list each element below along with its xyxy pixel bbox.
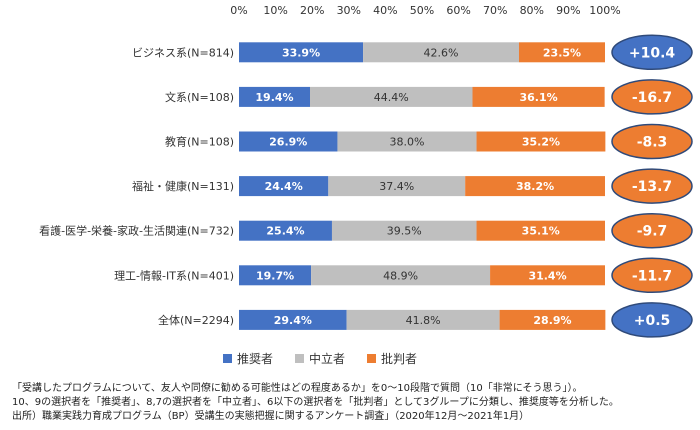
bar-segment-1 <box>239 42 364 63</box>
data-label: 48.9% <box>383 269 418 282</box>
nps-badge <box>611 168 693 204</box>
chart-rows: ビジネス系(N=814) 33.9% 42.6% 23.5% +10.4 文系(N=108… <box>39 34 693 338</box>
data-label: 31.4% <box>528 269 566 282</box>
stacked-bar-chart: 0% 10% 20% 30% 40% 50% 60% 70% 80% 90% 100% ビジネス系(… <box>39 4 693 338</box>
note-line-2: 10、9の選択者を「推奨者」、8,7の選択者を「中立者」、6以下の選択者を「批判… <box>12 397 619 408</box>
data-label: 23.5% <box>543 46 581 59</box>
bar-segment-3 <box>472 86 605 107</box>
nps-badge-label: +0.5 <box>634 313 671 329</box>
x-tick-label: 50% <box>410 4 434 17</box>
bar-segment-3 <box>465 176 605 197</box>
category-label: ビジネス系(N=814) <box>132 46 234 59</box>
bar-segment-2 <box>337 131 477 152</box>
data-label: 37.4% <box>379 180 414 193</box>
data-label: 39.5% <box>387 225 422 238</box>
legend-item: 批判者 <box>367 350 417 367</box>
x-tick-label: 90% <box>556 4 580 17</box>
data-label: 28.9% <box>533 314 571 327</box>
bar-segment-2 <box>346 309 500 330</box>
data-label: 35.1% <box>522 225 560 238</box>
nps-badge-label: -16.7 <box>632 90 672 106</box>
bar-segment-1 <box>239 176 329 197</box>
nps-badge <box>611 257 693 294</box>
data-label: 38.0% <box>390 136 425 149</box>
category-label: 看護-医学-栄養-家政-生活関連(N=732) <box>39 224 234 238</box>
legend-label: 中立者 <box>308 352 345 366</box>
data-label: 29.4% <box>274 314 312 327</box>
category-label: 全体(N=2294) <box>158 313 234 327</box>
x-tick-label: 0% <box>230 4 247 17</box>
bar-segment-2 <box>363 42 519 63</box>
category-label: 福祉・健康(N=131) <box>132 179 234 193</box>
nps-badge-label: -13.7 <box>632 179 672 195</box>
nps-badge <box>611 34 693 71</box>
notes: 「受講したプログラムについて、友人や同僚に勧める可能性はどの程度あるか」を0～1… <box>12 382 697 424</box>
nps-badge-label: -8.3 <box>637 135 668 151</box>
bar-segment-1 <box>239 220 332 241</box>
data-label: 38.2% <box>516 180 554 193</box>
data-label: 41.8% <box>406 314 441 327</box>
legend-item: 推奨者 <box>222 350 273 367</box>
data-label: 44.4% <box>374 91 409 104</box>
bar-segment-3 <box>476 131 606 152</box>
bar-segment-2 <box>310 86 473 107</box>
data-label: 24.4% <box>265 180 303 193</box>
legend-swatch <box>294 354 304 363</box>
legend: 推奨者 中立者 批判者 <box>0 350 640 367</box>
category-label: 教育(N=108) <box>165 135 234 149</box>
bar-segment-3 <box>490 265 605 286</box>
nps-badge-label: -11.7 <box>632 268 672 284</box>
x-tick-label: 40% <box>373 4 397 17</box>
bar-segment-1 <box>239 86 311 107</box>
nps-badge-label: -9.7 <box>637 224 668 240</box>
nps-badge-label: +10.4 <box>629 45 676 61</box>
data-label: 19.4% <box>255 91 293 104</box>
bar-segment-2 <box>331 220 477 241</box>
x-tick-label: 70% <box>483 4 507 17</box>
note-line-1: 「受講したプログラムについて、友人や同僚に勧める可能性はどの程度あるか」を0～1… <box>12 383 583 394</box>
data-label: 36.1% <box>519 91 557 104</box>
x-tick-label: 30% <box>337 4 361 17</box>
data-label: 33.9% <box>282 46 320 59</box>
nps-badge <box>611 212 693 249</box>
x-tick-label: 10% <box>263 4 287 17</box>
bar-segment-2 <box>328 176 466 197</box>
nps-badge <box>611 302 693 338</box>
category-label: 文系(N=108) <box>165 90 234 104</box>
legend-swatch <box>222 354 232 363</box>
bar-segment-3 <box>499 309 606 330</box>
bar-segment-1 <box>239 265 312 286</box>
legend-label: 批判者 <box>381 352 418 366</box>
nps-badge <box>611 79 693 115</box>
bar-segment-3 <box>476 220 605 241</box>
category-label: 理工-情報-IT系(N=401) <box>114 269 234 282</box>
x-axis-ticks: 0% 10% 20% 30% 40% 50% 60% 70% 80% 90% 100% <box>230 4 620 17</box>
x-tick-label: 60% <box>446 4 470 17</box>
x-tick-label: 80% <box>520 4 544 17</box>
bar-segment-2 <box>311 265 491 286</box>
data-label: 42.6% <box>424 46 459 59</box>
bar-segment-3 <box>518 42 605 63</box>
bar-segment-1 <box>239 309 347 330</box>
legend-item: 中立者 <box>294 350 345 367</box>
data-label: 19.7% <box>256 269 294 282</box>
data-label: 25.4% <box>266 225 304 238</box>
note-line-3: 出所）職業実践力育成プログラム（BP）受講生の実態把握に関するアンケート調査」（… <box>12 411 530 422</box>
bar-segment-1 <box>239 131 338 152</box>
legend-swatch <box>367 354 376 363</box>
x-tick-label: 20% <box>300 4 324 17</box>
data-label: 35.2% <box>522 136 560 149</box>
legend-label: 推奨者 <box>236 352 273 366</box>
x-tick-label: 100% <box>589 4 620 17</box>
nps-badge <box>611 123 693 160</box>
data-label: 26.9% <box>269 136 307 149</box>
